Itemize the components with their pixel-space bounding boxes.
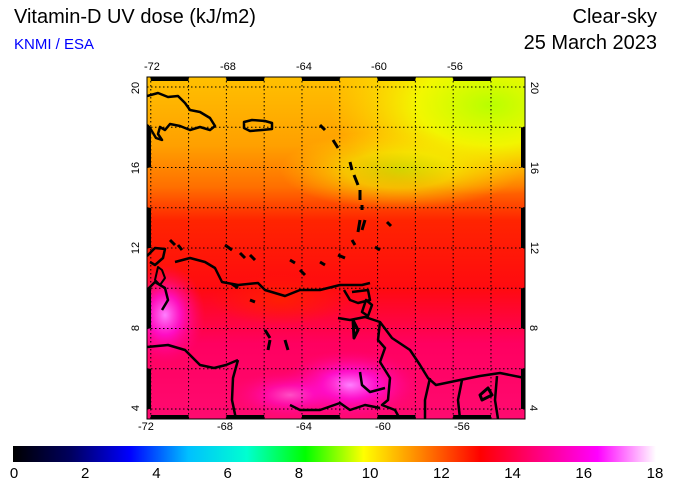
lat-tick-right: 16 [528,161,541,175]
lon-tick-top: -56 [447,61,463,73]
frame-tick-bar [301,415,340,419]
frame-tick-bar [301,77,340,81]
lon-tick-top: -68 [220,61,236,73]
frame-tick-bar [377,77,416,81]
lon-tick-bottom: -64 [296,421,312,433]
lat-tick-left: 12 [130,241,143,255]
frame-tick-bar [147,368,151,409]
frame-tick-bar [453,77,491,81]
lat-tick-right: 8 [527,324,540,332]
colorbar-label: 8 [294,465,304,482]
date-label: 25 March 2023 [523,32,657,54]
lat-tick-left: 8 [130,324,143,332]
colorbar-label: 0 [9,465,19,482]
frame-tick-bar [521,207,525,248]
lat-tick-right: 12 [528,241,541,255]
lon-tick-top: -64 [296,61,312,73]
colorbar-label: 6 [223,465,232,482]
coastlines [147,91,525,419]
frame-tick-bar [226,77,265,81]
colorbar-label: 16 [575,465,593,482]
lat-tick-right: 20 [528,81,541,95]
map-title: Vitamin-D UV dose (kJ/m2) [14,6,256,28]
colorbar-label: 18 [646,465,664,482]
lat-tick-right: 4 [527,404,540,412]
lon-tick-bottom: -68 [217,421,233,433]
frame-tick-bar [147,127,151,168]
colorbar-label: 12 [432,465,450,482]
graticule [147,77,525,419]
lon-tick-bottom: -60 [375,421,391,433]
frame-tick-bar [453,415,491,419]
lon-tick-bottom: -56 [454,421,470,433]
frame-tick-bar [521,368,525,409]
frame-tick-bar [521,288,525,329]
lon-tick-top: -72 [144,61,160,73]
frame-tick-bar [150,77,189,81]
frame-tick-bar [226,415,265,419]
colorbar-label: 4 [152,465,161,482]
frame-tick-bar [147,288,151,329]
frame-tick-bar [521,127,525,168]
sky-condition-label: Clear-sky [572,6,657,28]
lat-tick-left: 4 [130,404,143,412]
colorbar-label: 14 [504,465,521,482]
lon-tick-bottom: -72 [138,421,154,433]
lat-tick-left: 16 [130,161,143,175]
colorbar [13,446,656,462]
colorbar-label: 10 [361,465,379,482]
lon-tick-top: -60 [371,61,387,73]
frame-tick-bar [377,415,416,419]
frame-tick-bar [147,207,151,248]
colorbar-label: 2 [81,465,90,482]
map-frame-ticks [147,77,525,419]
lat-tick-left: 20 [130,81,143,95]
frame-tick-bar [150,415,189,419]
map-panel [146,76,526,420]
uv-field-peak-west [147,265,205,365]
organization-label: KNMI / ESA [14,36,95,53]
